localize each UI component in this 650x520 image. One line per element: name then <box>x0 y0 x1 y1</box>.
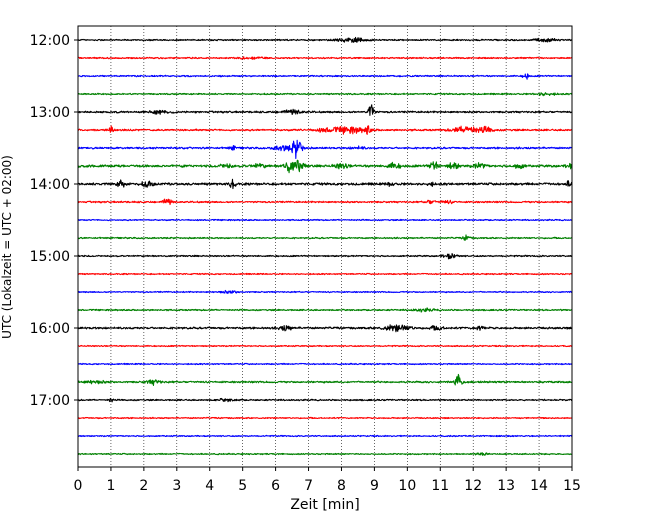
seismic-trace-1615 <box>77 344 573 348</box>
seismic-trace-1215 <box>77 56 573 60</box>
x-tick-label: 6 <box>271 478 280 494</box>
x-tick-label: 0 <box>74 478 83 494</box>
seismic-trace-1500 <box>77 253 573 260</box>
x-tick-label: 11 <box>431 478 449 494</box>
x-tick-label: 1 <box>106 478 115 494</box>
x-tick-label: 10 <box>398 478 416 494</box>
x-axis-label: Zeit [min] <box>290 497 359 513</box>
x-tick-label: 13 <box>497 478 515 494</box>
seismic-trace-1230 <box>77 73 573 80</box>
y-tick-label: 13:00 <box>30 105 70 121</box>
seismic-trace-1245 <box>77 92 573 97</box>
seismic-trace-1545 <box>77 307 573 313</box>
seismic-trace-1645 <box>77 373 573 387</box>
y-tick-label: 15:00 <box>30 249 70 265</box>
seismic-trace-1715 <box>77 416 573 420</box>
seismic-trace-1330 <box>77 139 573 159</box>
seismic-trace-1200 <box>77 36 573 43</box>
x-tick-label: 2 <box>139 478 148 494</box>
y-tick-label: 16:00 <box>30 321 70 337</box>
x-tick-label: 9 <box>370 478 379 494</box>
x-tick-label: 3 <box>172 478 181 494</box>
seismic-trace-1600 <box>77 324 573 333</box>
x-tick-label: 7 <box>304 478 313 494</box>
seismic-trace-1315 <box>77 125 573 135</box>
x-axis-ticks: 0 1 2 3 4 5 6 7 8 9 10 11 12 13 14 15 <box>74 467 581 494</box>
seismic-trace-1430 <box>77 218 573 222</box>
x-tick-label: 15 <box>563 478 581 494</box>
y-axis-label: UTC (Lokalzeit = UTC + 02:00) <box>0 155 14 339</box>
seismic-trace-1700 <box>77 397 573 403</box>
seismic-trace-1415 <box>77 198 573 206</box>
x-tick-label: 12 <box>464 478 482 494</box>
plot-frame <box>77 25 573 468</box>
seismic-trace-1445 <box>77 234 573 241</box>
y-axis-ticks: 12:00 13:00 14:00 15:00 16:00 17:00 <box>30 33 78 409</box>
y-tick-label: 17:00 <box>30 393 70 409</box>
seismic-trace-1730 <box>77 434 573 438</box>
seismic-trace-1745 <box>77 452 573 456</box>
x-tick-label: 4 <box>205 478 214 494</box>
seismic-trace-1300 <box>77 104 573 116</box>
seismic-traces <box>77 36 573 456</box>
x-tick-label: 8 <box>337 478 346 494</box>
seismic-trace-1530 <box>77 289 573 294</box>
seismic-trace-1630 <box>77 362 573 366</box>
seismic-trace-1515 <box>77 272 573 276</box>
seismic-trace-1400 <box>77 178 573 190</box>
x-tick-label: 14 <box>530 478 548 494</box>
y-tick-label: 12:00 <box>30 33 70 49</box>
y-tick-label: 14:00 <box>30 177 70 193</box>
seismic-trace-1345 <box>77 159 573 174</box>
x-tick-label: 5 <box>238 478 247 494</box>
